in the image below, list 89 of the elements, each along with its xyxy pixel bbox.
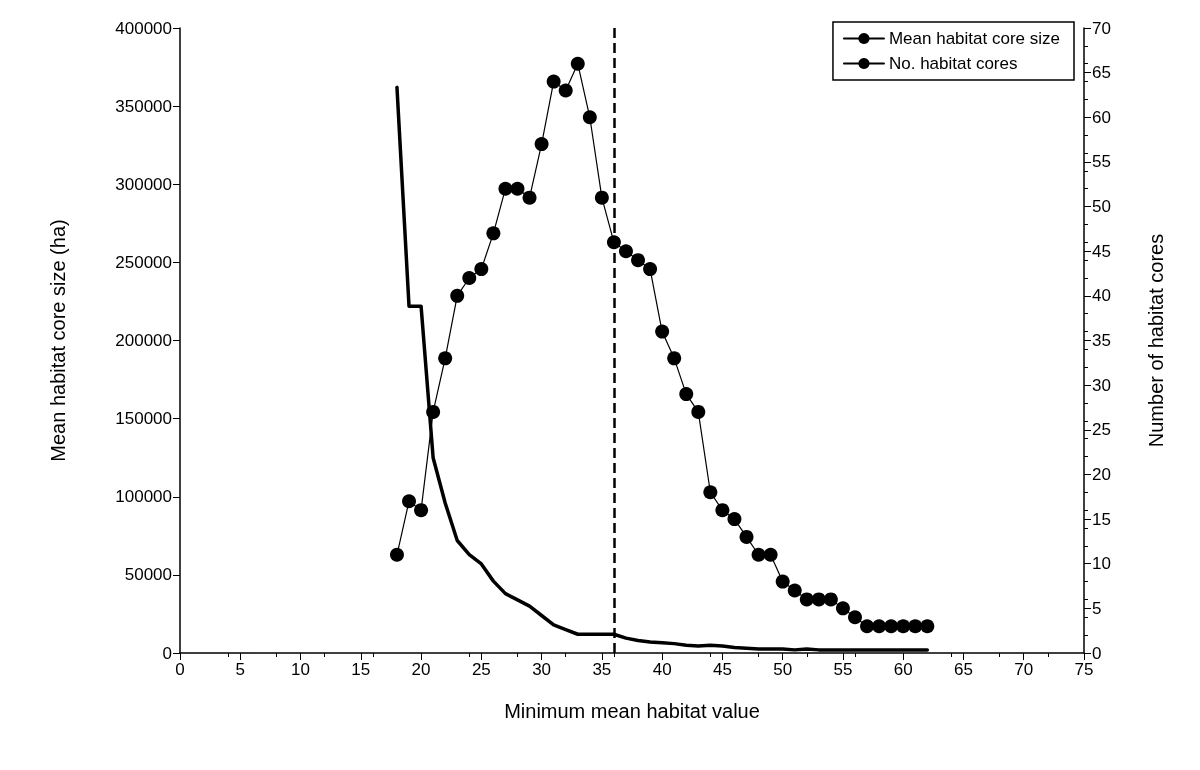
point bbox=[558, 83, 573, 98]
point bbox=[534, 137, 549, 152]
x-tick-label: 10 bbox=[291, 660, 310, 679]
y2-tick-label: 65 bbox=[1092, 63, 1111, 83]
point bbox=[438, 351, 453, 366]
point bbox=[389, 547, 404, 562]
point bbox=[570, 56, 585, 71]
x-tick-label: 60 bbox=[893, 660, 913, 679]
y2-tick-label: 25 bbox=[1092, 420, 1111, 440]
y2-tick-label: 60 bbox=[1092, 107, 1111, 127]
x-tick-label: 15 bbox=[351, 660, 371, 679]
y-tick-label: 50000 bbox=[124, 565, 172, 585]
point bbox=[848, 610, 862, 625]
point bbox=[775, 574, 790, 589]
point bbox=[908, 619, 923, 634]
y2-tick-label: 30 bbox=[1092, 375, 1111, 395]
point bbox=[715, 503, 730, 518]
x-tick-label: 50 bbox=[773, 660, 793, 679]
point bbox=[426, 404, 441, 419]
y2-tick-label: 70 bbox=[1092, 18, 1111, 38]
point bbox=[474, 262, 489, 277]
point bbox=[691, 404, 706, 419]
x-tick-label: 25 bbox=[471, 660, 491, 679]
y2-tick-label: 40 bbox=[1092, 286, 1111, 306]
y-tick-label: 400000 bbox=[115, 18, 172, 38]
x-tick-label: 30 bbox=[532, 660, 552, 679]
y-tick-label: 300000 bbox=[115, 174, 172, 194]
y2-axis-title: Number of habitat cores bbox=[1145, 233, 1167, 448]
y-tick-label: 350000 bbox=[115, 96, 172, 116]
point bbox=[594, 190, 609, 205]
point bbox=[450, 288, 465, 303]
point bbox=[823, 592, 838, 607]
point bbox=[860, 619, 875, 634]
point bbox=[618, 244, 633, 259]
y-tick-label: 100000 bbox=[115, 487, 172, 507]
y-tick-label: 150000 bbox=[115, 409, 172, 429]
point bbox=[727, 512, 742, 527]
point bbox=[631, 253, 646, 268]
point bbox=[582, 110, 597, 125]
point bbox=[920, 619, 935, 634]
point bbox=[414, 503, 429, 518]
point bbox=[679, 387, 694, 402]
x-tick-label: 40 bbox=[652, 660, 672, 679]
point bbox=[546, 74, 561, 89]
point bbox=[896, 619, 911, 634]
x-tick-label: 0 bbox=[175, 660, 185, 679]
x-tick-label: 20 bbox=[411, 660, 431, 679]
x-tick-label: 70 bbox=[1014, 660, 1034, 679]
point bbox=[643, 262, 658, 277]
x-tick-label: 75 bbox=[1074, 660, 1094, 679]
y-tick-label: 250000 bbox=[115, 252, 172, 272]
point bbox=[498, 181, 513, 196]
x-tick-label: 5 bbox=[235, 660, 245, 679]
y2-tick-label: 55 bbox=[1092, 152, 1111, 172]
point bbox=[751, 547, 766, 562]
y-axis-title: Mean habitat core size (ha) bbox=[47, 219, 69, 462]
y2-tick-label: 15 bbox=[1092, 509, 1111, 529]
point bbox=[655, 324, 670, 339]
point bbox=[667, 351, 682, 366]
point bbox=[884, 619, 899, 634]
x-axis-title: Minimum mean habitat value bbox=[504, 700, 760, 722]
y2-tick-label: 20 bbox=[1092, 464, 1111, 484]
y-tick-label: 200000 bbox=[115, 331, 172, 350]
x-tick-label: 35 bbox=[592, 660, 612, 679]
point bbox=[787, 583, 802, 598]
y2-tick-label: 35 bbox=[1092, 331, 1111, 350]
point bbox=[486, 226, 501, 241]
y2-tick-label: 5 bbox=[1092, 598, 1102, 618]
x-tick-label: 55 bbox=[833, 660, 853, 679]
y2-tick-label: 0 bbox=[1092, 643, 1102, 663]
point bbox=[835, 601, 850, 616]
legend-label: Mean habitat core size bbox=[888, 29, 1061, 48]
point bbox=[510, 181, 525, 196]
point bbox=[522, 190, 537, 205]
point bbox=[402, 494, 417, 509]
legend-label: No. habitat cores bbox=[888, 54, 1018, 73]
point bbox=[763, 547, 778, 562]
y-tick-label: 0 bbox=[162, 643, 172, 663]
y2-tick-label: 50 bbox=[1092, 197, 1111, 217]
point bbox=[462, 271, 477, 285]
point bbox=[872, 619, 887, 634]
point bbox=[703, 485, 718, 500]
point bbox=[739, 529, 754, 544]
x-tick-label: 45 bbox=[712, 660, 732, 679]
point bbox=[811, 592, 826, 607]
y2-tick-label: 45 bbox=[1092, 241, 1111, 261]
x-tick-label: 65 bbox=[954, 660, 973, 679]
y2-tick-label: 10 bbox=[1092, 554, 1111, 574]
point bbox=[799, 592, 814, 607]
